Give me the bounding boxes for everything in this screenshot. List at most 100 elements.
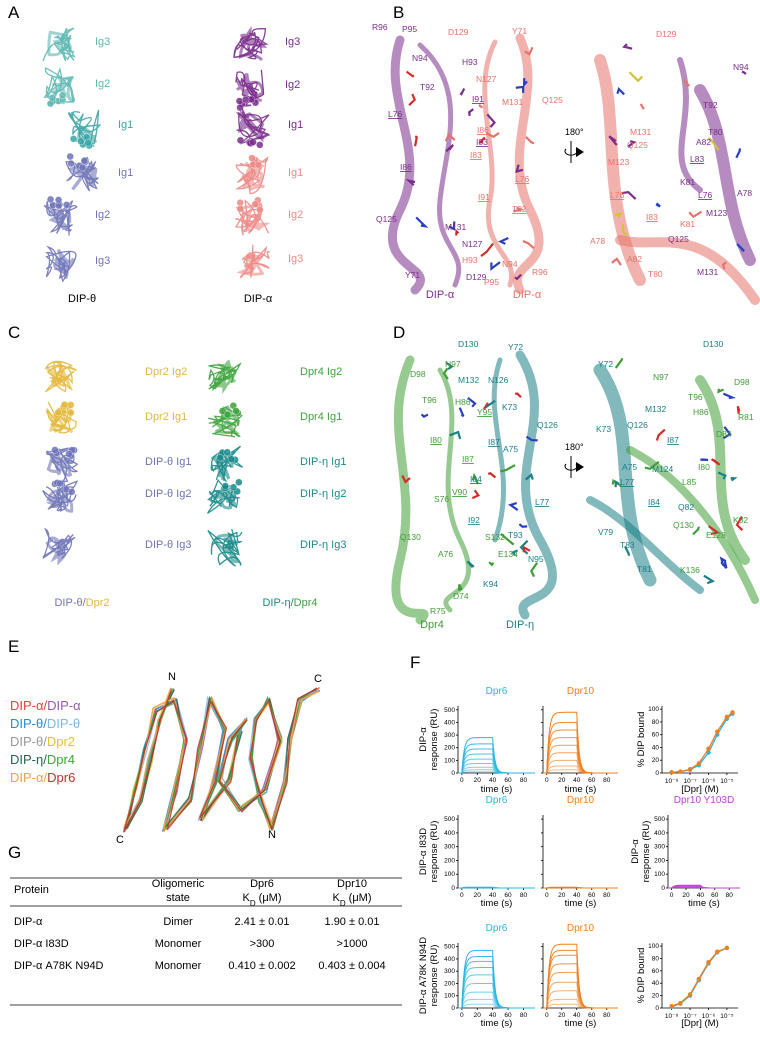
sphere — [256, 206, 263, 213]
residue-label: M123 — [706, 208, 728, 218]
y-tick-label: 400 — [654, 830, 665, 837]
rotation-label: 180° — [565, 442, 584, 452]
table-cell: Dimer — [163, 916, 193, 928]
x-tick-label: 60 — [588, 777, 596, 784]
terminus-label: C — [116, 834, 124, 846]
x-axis-label: time (s) — [481, 1018, 513, 1029]
sphere — [255, 161, 262, 168]
x-tick-label: 0 — [460, 777, 464, 784]
sphere — [252, 201, 259, 208]
legend-entry: DIP-θ/DIP-θ — [10, 716, 80, 731]
residue-label: L83 — [690, 154, 704, 164]
residue-label: Y72 — [598, 359, 613, 369]
side-chain — [616, 359, 623, 368]
residue-label: H93 — [462, 57, 478, 67]
residue-label: A78 — [590, 236, 605, 246]
sensorgram-title: Dpr10 Y103D — [674, 795, 734, 806]
sphere — [224, 411, 231, 418]
residue-label: N126 — [488, 375, 509, 385]
domain-label: Dpr4 Ig1 — [300, 411, 342, 423]
side-chain — [460, 408, 464, 417]
x-axis-label: time (s) — [565, 898, 597, 909]
y-axis-label: response (RU) — [429, 945, 440, 1007]
residue-label: T96 — [688, 392, 703, 402]
side-chain — [469, 109, 473, 116]
x-tick-label: 80 — [603, 892, 611, 899]
residue-label: L77 — [535, 497, 549, 507]
residue-label: Q130 — [673, 520, 694, 530]
text-part: Dpr4 — [294, 597, 318, 609]
sphere — [237, 205, 244, 212]
residue-label: E134 — [498, 549, 518, 559]
y-axis-label: DIP-α A78K N94D — [418, 937, 429, 1014]
sphere — [61, 401, 68, 408]
residue-label: E128 — [706, 530, 726, 540]
side-chain — [719, 389, 724, 392]
y-tick-label: 20 — [652, 993, 660, 1000]
residue-label: K73 — [596, 424, 611, 434]
sphere — [57, 480, 64, 487]
side-chain — [422, 414, 428, 416]
residue-label: T96 — [422, 395, 437, 405]
domain-label: Dpr2 Ig2 — [145, 366, 187, 378]
x-tick-label: 80 — [603, 1012, 611, 1019]
residue-label: Q125 — [542, 95, 563, 105]
x-tick-label: 10⁻⁸ — [665, 1013, 679, 1020]
domain-label: Ig1 — [118, 167, 133, 179]
sphere — [68, 160, 75, 167]
ribbon — [700, 90, 750, 260]
residue-label: D84 — [716, 429, 732, 439]
side-chain — [415, 136, 417, 146]
y-axis-label: response (RU) — [429, 821, 440, 883]
rotation-arrowhead — [576, 147, 584, 157]
residue-label: V79 — [598, 527, 613, 537]
x-tick-label: 80 — [726, 892, 734, 899]
structure-caption: DIP-θ — [68, 293, 96, 305]
side-chain — [519, 524, 527, 527]
y-axis-label: DIP-α — [418, 727, 429, 752]
y-tick-label: 100 — [648, 706, 659, 713]
side-chain — [511, 503, 518, 510]
domain-label: DIP-θ Ig2 — [145, 488, 191, 500]
data-point — [697, 761, 701, 765]
domain-label: DIP-η Ig3 — [300, 539, 346, 551]
residue-label: T93 — [508, 530, 523, 540]
side-chain — [624, 44, 632, 49]
data-point — [688, 992, 692, 996]
text-part: Dpr4 — [47, 752, 75, 767]
data-point — [730, 710, 734, 714]
y-tick-label: 0 — [451, 885, 455, 892]
x-tick-label: 60 — [504, 777, 512, 784]
residue-label: L76 — [610, 190, 624, 200]
domain-label: DIP-θ Ig3 — [145, 539, 191, 551]
ribbon — [396, 360, 424, 620]
x-tick-label: 40 — [573, 777, 581, 784]
text-part: DIP-η — [10, 752, 43, 767]
residue-label: I92 — [468, 515, 480, 525]
sphere — [250, 139, 257, 146]
residue-label: P95 — [402, 24, 417, 34]
chain-caption: DIP-α — [426, 289, 455, 301]
text-part: Dpr2 — [86, 597, 110, 609]
residue-label: M131 — [630, 127, 652, 137]
y-tick-label: 40 — [652, 744, 660, 751]
legend-entry: DIP-α/Dpr6 — [10, 770, 75, 785]
text-part: (μM) — [256, 892, 282, 904]
domain-label: Ig2 — [288, 209, 303, 221]
terminus-label: C — [314, 673, 322, 685]
residue-label: T92 — [420, 82, 435, 92]
side-chain — [409, 94, 415, 105]
text-part: DIP-θ — [47, 716, 80, 731]
panel-label: F — [410, 653, 420, 672]
y-tick-label: 100 — [444, 871, 455, 878]
x-axis-label: time (s) — [565, 1018, 597, 1029]
side-chain — [489, 562, 493, 565]
sphere — [49, 94, 56, 101]
residue-label: L76 — [388, 109, 402, 119]
side-chain — [641, 104, 644, 109]
residue-label: Y71 — [512, 26, 527, 36]
text-part: DIP-α — [47, 698, 81, 713]
residue-label: N94 — [502, 259, 518, 269]
y-tick-label: 40 — [652, 980, 660, 987]
